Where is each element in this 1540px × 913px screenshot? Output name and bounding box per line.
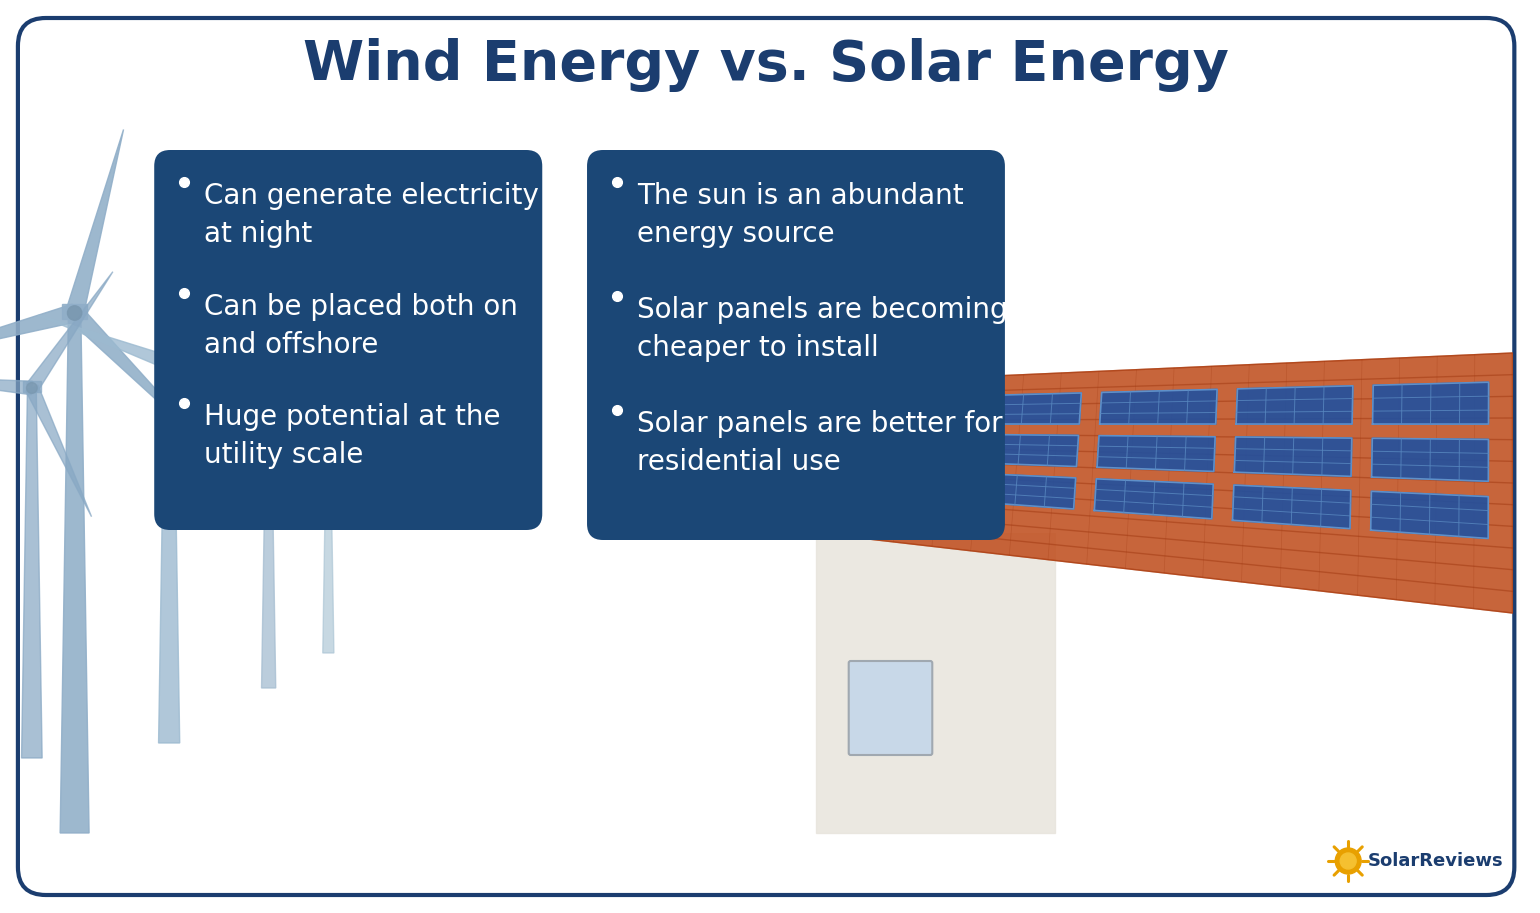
- Polygon shape: [0, 304, 77, 362]
- Polygon shape: [266, 400, 360, 437]
- Polygon shape: [163, 362, 194, 501]
- Polygon shape: [68, 307, 208, 447]
- Polygon shape: [296, 383, 331, 455]
- Circle shape: [325, 450, 331, 456]
- Polygon shape: [956, 473, 1075, 509]
- Circle shape: [1335, 848, 1361, 874]
- Circle shape: [26, 383, 37, 394]
- Text: Can generate electricity
at night: Can generate electricity at night: [203, 182, 539, 248]
- Polygon shape: [816, 533, 1055, 833]
- Polygon shape: [1100, 389, 1217, 424]
- Circle shape: [1340, 853, 1357, 869]
- FancyBboxPatch shape: [18, 18, 1514, 895]
- Circle shape: [265, 429, 273, 436]
- FancyBboxPatch shape: [849, 661, 932, 755]
- Polygon shape: [1237, 386, 1352, 424]
- Polygon shape: [62, 304, 88, 320]
- Text: Huge potential at the
utility scale: Huge potential at the utility scale: [203, 404, 500, 469]
- Polygon shape: [328, 449, 405, 460]
- Polygon shape: [26, 272, 112, 392]
- Polygon shape: [194, 370, 271, 436]
- Text: Can be placed both on
and offshore: Can be placed both on and offshore: [203, 293, 517, 359]
- Polygon shape: [38, 315, 171, 370]
- Circle shape: [163, 358, 174, 368]
- Polygon shape: [160, 356, 179, 368]
- Polygon shape: [159, 363, 180, 743]
- Polygon shape: [1372, 383, 1489, 424]
- Polygon shape: [964, 393, 1081, 424]
- Polygon shape: [251, 432, 273, 530]
- Polygon shape: [959, 435, 1078, 467]
- Polygon shape: [1096, 436, 1215, 471]
- Polygon shape: [1371, 491, 1488, 539]
- Polygon shape: [26, 385, 91, 517]
- Polygon shape: [816, 353, 1512, 613]
- Polygon shape: [1095, 478, 1214, 519]
- FancyBboxPatch shape: [154, 150, 542, 530]
- Text: SolarReviews: SolarReviews: [1368, 852, 1503, 870]
- Polygon shape: [1372, 438, 1489, 481]
- Polygon shape: [0, 375, 32, 394]
- Polygon shape: [262, 433, 276, 688]
- Text: Wind Energy vs. Solar Energy: Wind Energy vs. Solar Energy: [303, 38, 1229, 92]
- Polygon shape: [323, 453, 334, 653]
- Polygon shape: [60, 313, 89, 833]
- Polygon shape: [283, 451, 331, 517]
- Text: Solar panels are better for
residential use: Solar panels are better for residential …: [636, 410, 1003, 476]
- Circle shape: [68, 306, 82, 320]
- Polygon shape: [165, 273, 276, 368]
- Polygon shape: [262, 428, 274, 436]
- Polygon shape: [66, 130, 123, 315]
- Polygon shape: [1232, 485, 1351, 529]
- Text: Solar panels are becoming
cheaper to install: Solar panels are becoming cheaper to ins…: [636, 296, 1007, 362]
- Polygon shape: [22, 388, 42, 758]
- Text: The sun is an abundant
energy source: The sun is an abundant energy source: [636, 182, 964, 248]
- FancyBboxPatch shape: [587, 150, 1006, 540]
- Polygon shape: [23, 382, 40, 393]
- Polygon shape: [1235, 437, 1352, 477]
- Polygon shape: [323, 449, 333, 456]
